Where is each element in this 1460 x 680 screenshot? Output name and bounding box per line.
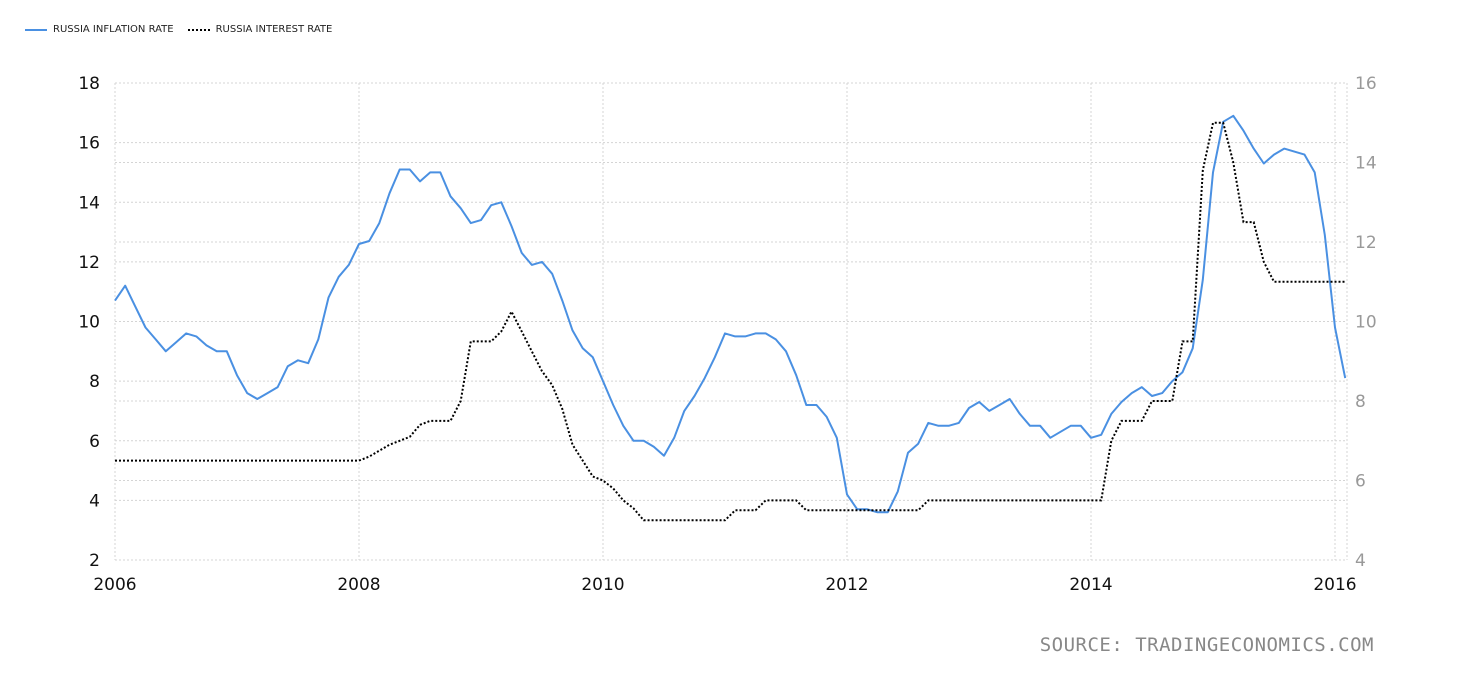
legend-swatch-inflation <box>25 28 47 31</box>
y-left-tick-label: 2 <box>89 551 100 571</box>
y-right-tick-label: 6 <box>1355 472 1366 492</box>
x-tick-label: 2012 <box>825 575 868 595</box>
y-left-tick-label: 16 <box>78 134 100 154</box>
y-right-tick-label: 14 <box>1355 154 1377 174</box>
legend-item-inflation[interactable]: RUSSIA INFLATION RATE <box>25 24 174 35</box>
series-line-inflation-rate <box>114 114 1347 514</box>
legend-label-inflation: RUSSIA INFLATION RATE <box>53 24 174 35</box>
y-right-tick-label: 4 <box>1355 551 1366 571</box>
legend: RUSSIA INFLATION RATE RUSSIA INTEREST RA… <box>25 24 346 35</box>
y-left-tick-label: 10 <box>78 313 100 333</box>
legend-item-interest[interactable]: RUSSIA INTEREST RATE <box>187 24 333 35</box>
y-left-tick-label: 8 <box>89 372 100 392</box>
legend-label-interest: RUSSIA INTEREST RATE <box>215 24 333 35</box>
x-tick-label: 2010 <box>581 575 624 595</box>
y-left-tick-label: 4 <box>89 491 100 511</box>
y-right-tick-label: 12 <box>1355 233 1377 253</box>
x-tick-label: 2006 <box>93 575 136 595</box>
legend-swatch-interest <box>187 28 210 31</box>
y-left-tick-label: 6 <box>89 432 100 452</box>
x-tick-label: 2014 <box>1069 575 1112 595</box>
y-left-tick-label: 12 <box>78 253 100 273</box>
x-tick-label: 2008 <box>337 575 380 595</box>
source-credit: SOURCE: TRADINGECONOMICS.COM <box>1039 634 1374 656</box>
x-tick-label: 2016 <box>1313 575 1356 595</box>
series-line-interest-rate <box>115 121 1346 522</box>
y-right-tick-label: 8 <box>1355 392 1366 412</box>
y-right-tick-label: 16 <box>1355 74 1377 94</box>
y-left-tick-label: 18 <box>78 74 100 94</box>
y-left-tick-label: 14 <box>78 193 100 213</box>
y-right-tick-label: 10 <box>1355 313 1377 333</box>
